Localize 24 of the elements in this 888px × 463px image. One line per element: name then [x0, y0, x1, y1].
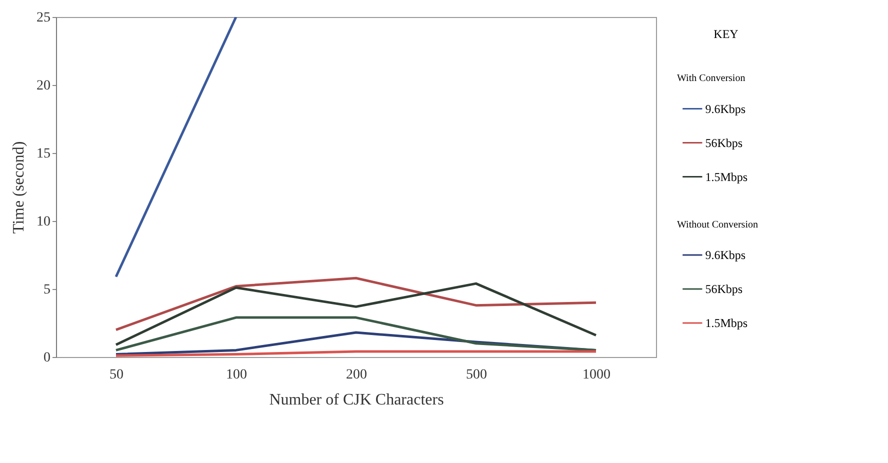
- x-tick-label: 500: [466, 368, 487, 382]
- y-tick-label: 0: [44, 350, 50, 366]
- legend-title: KEY: [714, 27, 739, 41]
- legend-label: 1.5Mbps: [705, 316, 748, 330]
- y-tick-label: 20: [36, 78, 50, 94]
- legend-label: 9.6Kbps: [705, 248, 746, 262]
- y-tick-label: 10: [36, 214, 50, 230]
- x-tick-label: 200: [346, 368, 367, 382]
- x-tick-label: 1000: [582, 368, 610, 382]
- y-tick-label: 5: [44, 282, 50, 298]
- y-tick-label: 15: [36, 146, 50, 162]
- x-tick-label: 50: [110, 368, 124, 382]
- text: With Conversion: [677, 73, 746, 84]
- line-series: [114, 276, 598, 332]
- legend-label: 9.6Kbps: [705, 102, 746, 116]
- y-tick-label: 25: [36, 10, 50, 26]
- x-axis-title: Number of CJK Characters: [269, 392, 444, 408]
- x-tick-label: 100: [226, 368, 247, 382]
- y-axis-title: Time (second): [10, 141, 28, 234]
- text: Without Conversion: [677, 219, 758, 230]
- legend-label: 56Kbps: [705, 136, 743, 150]
- legend-label: 1.5Mbps: [705, 170, 748, 184]
- line-series: [114, 282, 598, 346]
- legend-label: 56Kbps: [705, 282, 743, 296]
